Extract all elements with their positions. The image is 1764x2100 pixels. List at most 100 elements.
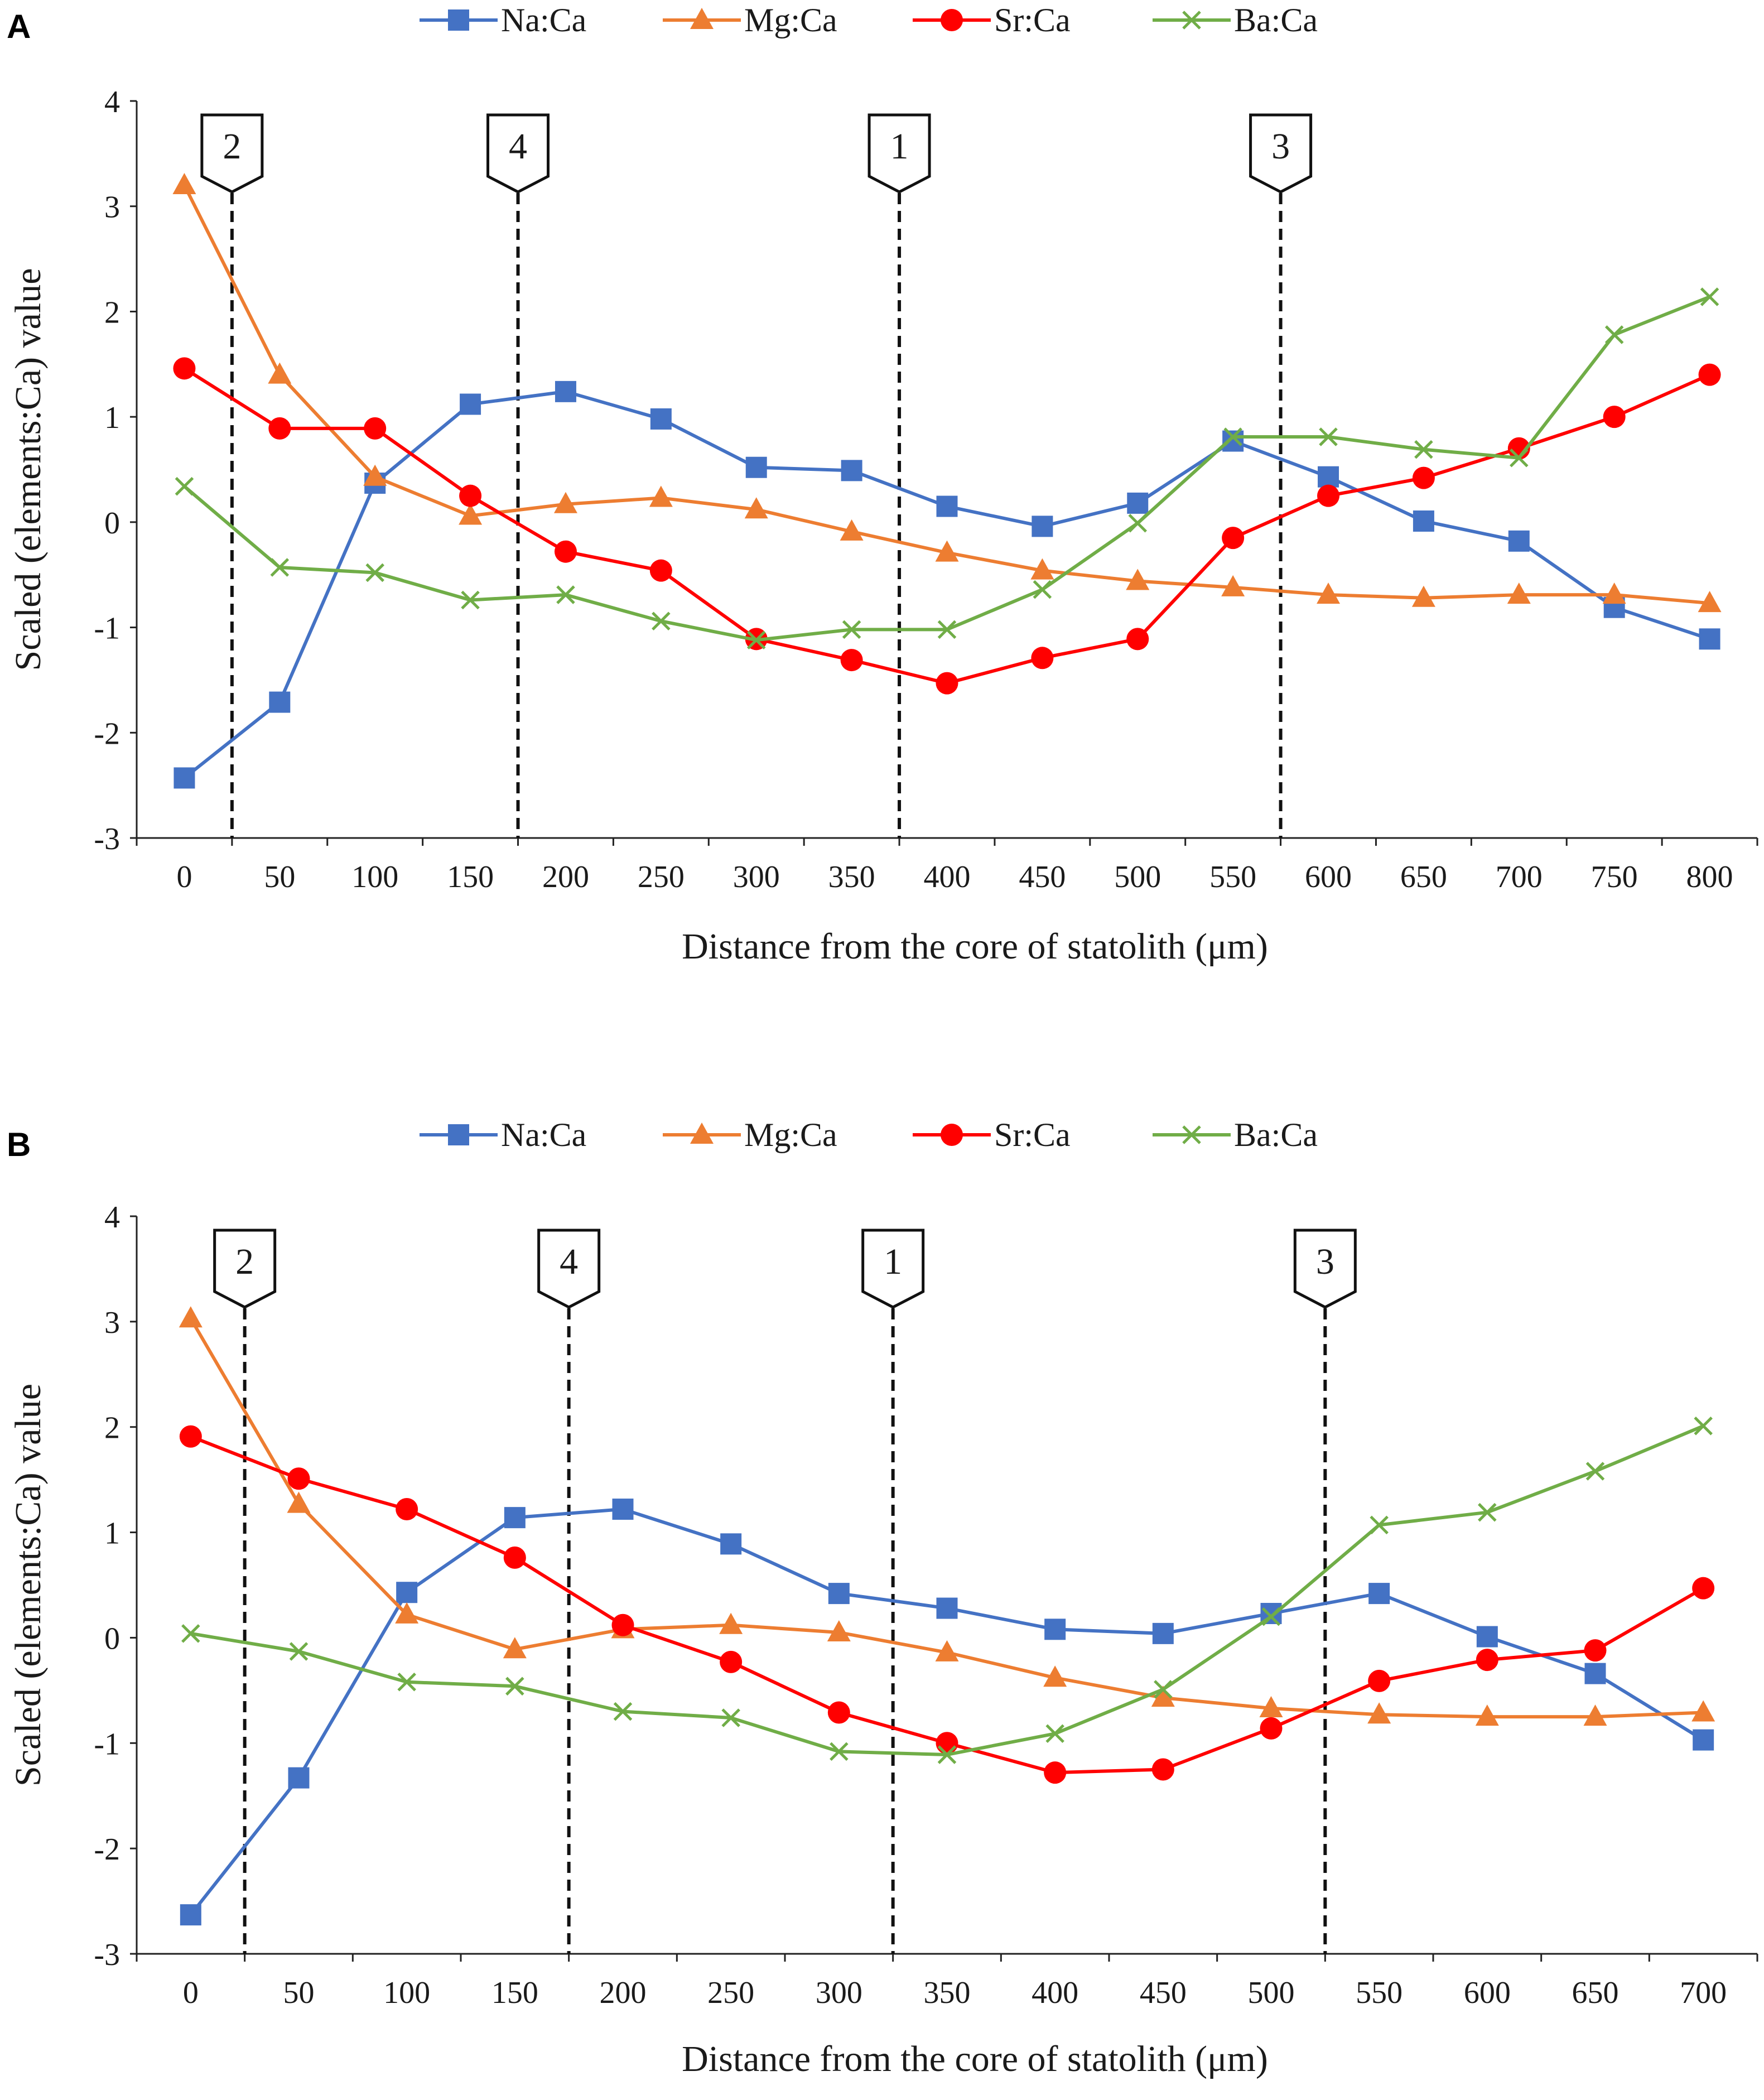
- panel-a: A -3 -2 -1 0 1 2 3 4 0 50 100 150 200 250 300 350 400 450 5…: [7, 2, 1758, 967]
- series-line-ba-ca: [183, 295, 1710, 642]
- data-point-na-ca: [1413, 510, 1434, 532]
- data-point-mg-ca: [840, 519, 864, 541]
- event-marker-label: 1: [890, 126, 909, 167]
- data-point-sr-ca: [268, 417, 291, 440]
- legend-item-mg-ca: Mg:Ca: [663, 1116, 837, 1153]
- data-point-ba-ca-stroke: [613, 1702, 633, 1721]
- data-point-ba-ca-stroke: [1510, 448, 1529, 468]
- data-point-sr-ca: [1584, 1639, 1607, 1662]
- y-tick-label: 3: [104, 190, 120, 225]
- data-point-na-ca: [1222, 430, 1244, 452]
- data-point-ba-ca-stroke: [1154, 1680, 1173, 1699]
- data-point-na-ca: [841, 460, 862, 481]
- x-tick-label: 300: [816, 1976, 862, 2010]
- x-tick-label: 550: [1209, 860, 1256, 894]
- data-point-ba-ca: [1604, 325, 1624, 344]
- event-marker-box: [867, 113, 931, 194]
- panel-b: B -3 -2 -1 0 1 2 3 4 0 50 100 150 200 250 300 350 400 450 5…: [7, 1116, 1758, 2079]
- data-point-ba-ca: [181, 1624, 200, 1643]
- data-point-na-ca: [1127, 492, 1149, 514]
- legend-label: Mg:Ca: [744, 1116, 837, 1153]
- x-tick-label: 800: [1686, 860, 1733, 894]
- x-axis-title: Distance from the core of statolith (μm): [682, 926, 1268, 967]
- x-tick-label: 50: [283, 1976, 315, 2010]
- x-tick-label: 450: [1019, 860, 1066, 894]
- data-point-ba-ca-stroke: [1223, 427, 1242, 446]
- data-point-ba-ca: [1033, 580, 1052, 599]
- data-point-ba-ca-stroke: [1585, 1462, 1605, 1481]
- data-point-ba-ca: [397, 1672, 416, 1692]
- data-point-ba-ca: [556, 585, 575, 604]
- data-point-mg-ca: [1507, 582, 1531, 604]
- x-tick-label: 450: [1140, 1976, 1187, 2010]
- data-point-ba-ca: [1223, 427, 1242, 446]
- data-point-mg-ca: [649, 485, 673, 507]
- legend-swatch-marker: [941, 9, 963, 31]
- data-point-mg-ca: [935, 540, 959, 562]
- data-point-na-ca: [745, 456, 767, 478]
- data-point-ba-ca: [746, 630, 766, 649]
- event-marker-box: [1249, 113, 1313, 194]
- x-tick-label: 250: [638, 860, 685, 894]
- data-point-ba-ca: [1128, 513, 1148, 533]
- data-point-ba-ca-stroke: [397, 1672, 416, 1692]
- data-point-ba-ca-stroke: [461, 590, 480, 610]
- x-tick-label: 250: [707, 1976, 754, 2010]
- data-point-mg-ca: [1043, 1665, 1067, 1687]
- x-tick-label: 400: [924, 860, 971, 894]
- data-point-ba-ca: [365, 563, 384, 582]
- x-tick-label: 0: [183, 1976, 199, 2010]
- y-tick-label: 0: [104, 1621, 120, 1656]
- y-tick-label: 0: [104, 506, 120, 541]
- legend-label: Sr:Ca: [994, 1116, 1071, 1153]
- data-point-sr-ca: [1317, 484, 1340, 507]
- x-tick-label: 100: [383, 1976, 430, 2010]
- data-point-ba-ca-stroke: [1694, 1417, 1713, 1436]
- legend-swatch-marker: [448, 1124, 469, 1145]
- legend-swatch-marker: [690, 8, 714, 29]
- series-line-sr-ca: [183, 367, 1710, 685]
- panel-letter: B: [7, 1126, 31, 1163]
- x-tick-label: 750: [1591, 860, 1638, 894]
- data-point-ba-ca-stroke: [270, 558, 290, 577]
- legend-swatch-marker-stroke: [1182, 1125, 1201, 1144]
- x-tick-label: 150: [447, 860, 494, 894]
- data-point-ba-ca-stroke: [721, 1708, 740, 1727]
- data-point-sr-ca: [503, 1546, 526, 1569]
- x-tick-label: 600: [1305, 860, 1352, 894]
- data-point-ba-ca-stroke: [1045, 1724, 1064, 1743]
- data-point-mg-ca: [1698, 591, 1722, 613]
- data-point-na-ca: [1152, 1622, 1174, 1644]
- data-point-sr-ca: [459, 484, 482, 507]
- series-mg-ca: [179, 1306, 1715, 1726]
- legend-item-ba-ca: Ba:Ca: [1153, 1116, 1318, 1153]
- panel-letter: A: [7, 8, 31, 45]
- data-point-ba-ca-stroke: [1319, 427, 1338, 446]
- data-point-ba-ca: [830, 1742, 849, 1761]
- legend-swatch-marker: [1182, 11, 1201, 30]
- data-point-ba-ca: [505, 1677, 524, 1696]
- data-point-mg-ca: [287, 1491, 311, 1513]
- data-point-na-ca: [650, 408, 672, 430]
- data-point-ba-ca-stroke: [1033, 580, 1052, 599]
- data-point-na-ca: [1318, 466, 1339, 488]
- x-tick-label: 150: [491, 1976, 538, 2010]
- data-point-na-ca: [828, 1583, 850, 1605]
- legend-item-mg-ca: Mg:Ca: [663, 2, 837, 38]
- data-point-ba-ca: [175, 476, 194, 496]
- data-point-na-ca: [1044, 1619, 1066, 1640]
- data-point-sr-ca: [936, 672, 958, 695]
- data-point-ba-ca-stroke: [842, 620, 861, 639]
- x-tick-label: 50: [264, 860, 295, 894]
- data-point-mg-ca: [1691, 1700, 1715, 1722]
- data-point-ba-ca: [1414, 440, 1433, 459]
- data-point-mg-ca: [744, 497, 768, 519]
- series-mg-ca: [172, 172, 1722, 613]
- y-tick-label: 4: [104, 1200, 120, 1235]
- y-tick-label: -1: [94, 1727, 120, 1761]
- data-point-sr-ca: [1368, 1669, 1391, 1692]
- event-marker-label: 2: [235, 1241, 254, 1282]
- data-point-sr-ca: [173, 357, 196, 380]
- event-marker-box: [486, 113, 550, 194]
